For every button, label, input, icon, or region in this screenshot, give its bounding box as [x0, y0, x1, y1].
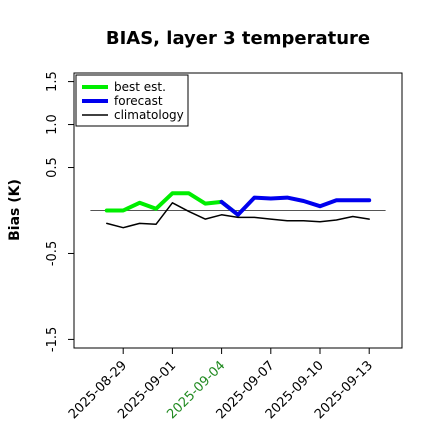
series-line-best-est	[104, 191, 240, 217]
y-axis-label: Bias (K)	[7, 179, 23, 241]
y-tick-label: 1.5	[45, 71, 60, 92]
series-line-climatology	[106, 202, 370, 229]
chart-title: BIAS, layer 3 temperature	[106, 28, 370, 49]
series-line-forecast	[219, 195, 372, 217]
y-tick-label: -0.5	[45, 241, 60, 266]
legend-label: best est.	[114, 80, 166, 94]
y-tick-label: 0.5	[45, 157, 60, 178]
legend-label: forecast	[114, 94, 163, 108]
legend-label: climatology	[114, 108, 184, 122]
y-tick-label: -1.5	[45, 327, 60, 352]
plot-frame	[73, 72, 403, 349]
y-tick-label: 1.0	[45, 114, 60, 135]
